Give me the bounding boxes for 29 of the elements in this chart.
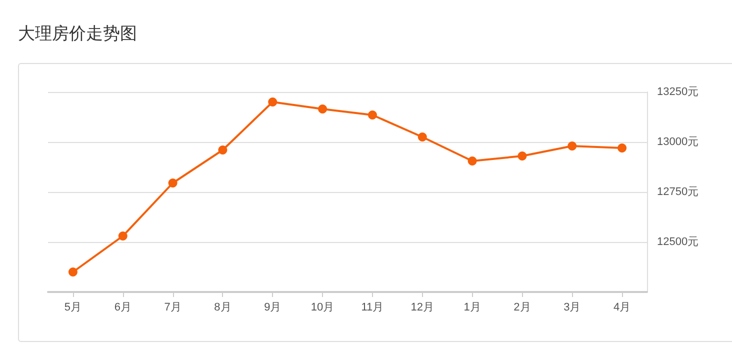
point — [68, 268, 78, 276]
x-tick-label: 9月 — [264, 302, 282, 314]
x-tick-label: 8月 — [214, 302, 232, 314]
point — [118, 232, 128, 240]
chart-title: 大理房价走势图 — [18, 23, 137, 45]
x-tick-label: 11月 — [361, 302, 384, 314]
point — [268, 98, 278, 106]
y-tick-label: 13250元 — [657, 86, 699, 98]
point — [168, 178, 178, 188]
x-tick-label: 5月 — [64, 302, 82, 314]
y-tick-label: 12500元 — [657, 236, 699, 248]
y-tick-label: 12750元 — [657, 186, 699, 198]
x-tick-label: 4月 — [613, 302, 631, 314]
x-tick-label: 3月 — [564, 302, 581, 314]
x-tick-label: 12月 — [410, 302, 434, 314]
x-tick-label: 6月 — [114, 302, 132, 314]
point — [368, 110, 377, 120]
x-tick-label: 1月 — [464, 302, 481, 314]
x-tick-label: 2月 — [514, 302, 531, 314]
x-tick-label: 7月 — [164, 302, 182, 314]
point — [468, 156, 477, 166]
y-tick-label: 13000元 — [657, 136, 699, 148]
point — [318, 104, 328, 114]
point — [518, 152, 527, 160]
point — [618, 144, 627, 152]
x-tick-label: 10月 — [310, 302, 334, 314]
point — [568, 142, 577, 150]
point — [218, 146, 228, 154]
point — [418, 132, 427, 142]
